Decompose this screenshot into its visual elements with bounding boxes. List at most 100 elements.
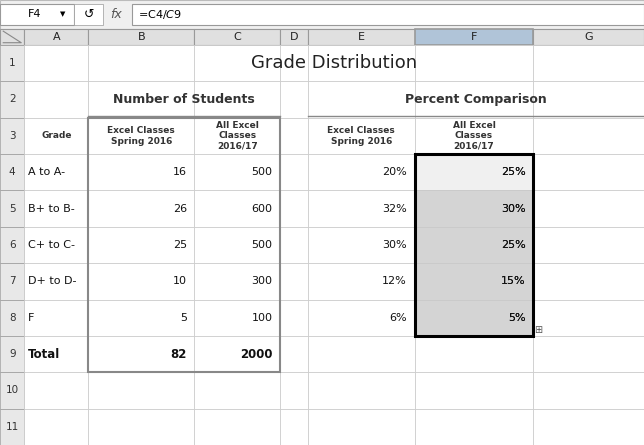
Text: All Excel
Classes
2016/17: All Excel Classes 2016/17 <box>453 121 495 151</box>
Text: E: E <box>358 32 365 42</box>
Bar <box>88 45 194 81</box>
Bar <box>308 336 415 372</box>
Bar <box>415 227 533 263</box>
Text: 16: 16 <box>173 167 187 177</box>
Bar <box>415 29 533 45</box>
Text: F4: F4 <box>28 9 41 20</box>
Bar <box>88 117 280 372</box>
Text: 9: 9 <box>9 349 15 359</box>
Bar <box>533 299 644 336</box>
Text: 600: 600 <box>251 204 272 214</box>
Bar <box>533 263 644 299</box>
Bar <box>0 0 644 29</box>
Text: 15%: 15% <box>501 276 526 286</box>
Bar <box>88 372 194 409</box>
Text: 5: 5 <box>180 313 187 323</box>
Bar <box>415 299 533 336</box>
Text: Number of Students: Number of Students <box>113 93 255 106</box>
Bar <box>308 299 415 336</box>
Text: 5%: 5% <box>508 313 526 323</box>
Bar <box>415 409 533 445</box>
Bar <box>280 117 308 154</box>
Text: 10: 10 <box>173 276 187 286</box>
Bar <box>0 263 24 299</box>
Bar <box>194 154 280 190</box>
Text: 12%: 12% <box>383 276 407 286</box>
Text: G: G <box>584 32 593 42</box>
Bar <box>0 299 24 336</box>
Text: 10: 10 <box>6 385 19 396</box>
Text: 7: 7 <box>9 276 15 286</box>
Bar <box>24 372 88 409</box>
Bar <box>415 154 533 190</box>
Bar <box>308 190 415 227</box>
Text: 25%: 25% <box>501 167 526 177</box>
Bar <box>280 154 308 190</box>
Text: 30%: 30% <box>501 204 526 214</box>
Bar <box>308 154 415 190</box>
Text: Excel Classes
Spring 2016: Excel Classes Spring 2016 <box>108 126 175 146</box>
Text: 500: 500 <box>251 240 272 250</box>
Bar <box>0 372 24 409</box>
Bar <box>415 336 533 372</box>
Bar <box>533 29 644 45</box>
Text: ▼: ▼ <box>61 12 66 17</box>
Bar <box>533 409 644 445</box>
Bar <box>0 190 24 227</box>
Text: 25%: 25% <box>501 240 526 250</box>
Bar <box>308 409 415 445</box>
Text: 3: 3 <box>9 131 15 141</box>
Bar <box>280 372 308 409</box>
Bar <box>415 263 533 299</box>
Bar <box>533 190 644 227</box>
Text: D: D <box>290 32 298 42</box>
Text: 2: 2 <box>9 94 15 105</box>
Text: 30%: 30% <box>383 240 407 250</box>
Text: 100: 100 <box>251 313 272 323</box>
Bar <box>0 4 74 25</box>
Text: 6%: 6% <box>390 313 407 323</box>
Text: 4: 4 <box>9 167 15 177</box>
Bar <box>194 227 280 263</box>
Bar <box>194 117 280 154</box>
Bar <box>194 409 280 445</box>
Bar <box>24 336 88 372</box>
Text: 30%: 30% <box>501 204 526 214</box>
Bar <box>415 154 533 190</box>
Text: Total: Total <box>28 348 61 360</box>
Text: 82: 82 <box>171 348 187 360</box>
Bar <box>194 263 280 299</box>
Bar <box>74 4 103 25</box>
Bar <box>415 227 533 263</box>
Text: A: A <box>53 32 60 42</box>
Text: B: B <box>138 32 145 42</box>
Bar <box>415 190 533 227</box>
Bar <box>533 336 644 372</box>
Bar <box>308 227 415 263</box>
Bar <box>88 190 194 227</box>
Bar <box>194 336 280 372</box>
Bar <box>415 117 533 154</box>
Text: 15%: 15% <box>501 276 526 286</box>
Bar <box>308 29 415 45</box>
Bar <box>0 336 24 372</box>
Text: 300: 300 <box>251 276 272 286</box>
Text: 6: 6 <box>9 240 15 250</box>
Bar <box>0 81 24 117</box>
Bar <box>88 299 194 336</box>
Bar <box>415 299 533 336</box>
Bar <box>194 45 280 81</box>
Bar <box>0 227 24 263</box>
Bar <box>88 154 194 190</box>
Bar <box>88 29 194 45</box>
Text: 500: 500 <box>251 167 272 177</box>
Bar <box>24 227 88 263</box>
Bar <box>280 29 308 45</box>
Bar <box>308 117 415 154</box>
Bar <box>415 263 533 299</box>
Text: 26: 26 <box>173 204 187 214</box>
Bar <box>415 190 533 227</box>
Bar <box>0 45 24 81</box>
Text: All Excel
Classes
2016/17: All Excel Classes 2016/17 <box>216 121 259 151</box>
Text: ⊞: ⊞ <box>535 324 543 335</box>
